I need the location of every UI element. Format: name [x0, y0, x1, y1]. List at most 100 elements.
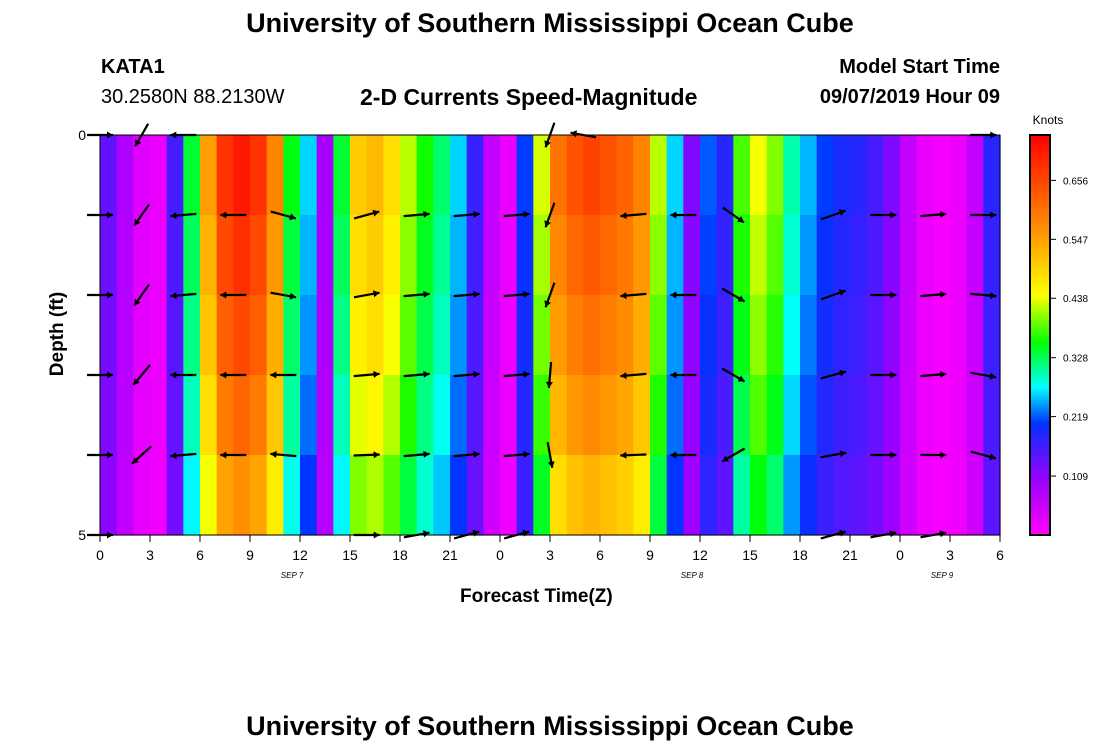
x-tick-label: 12 — [292, 547, 308, 563]
arrow-head — [670, 291, 677, 299]
arrow-head — [107, 291, 113, 299]
heat-cell — [150, 135, 168, 216]
heat-cell — [900, 135, 918, 216]
heat-cell — [683, 455, 701, 536]
current-arrow — [620, 212, 647, 220]
x-tick-label: 6 — [196, 547, 204, 563]
heat-cell — [500, 295, 518, 376]
current-arrow — [920, 451, 947, 459]
heat-cell — [866, 215, 884, 296]
heat-cell — [133, 135, 151, 216]
heat-cell — [916, 375, 934, 456]
arrow-head — [473, 450, 480, 458]
heat-cell — [316, 215, 334, 296]
y-axis-label: Depth (ft) — [47, 291, 68, 377]
heat-cell — [200, 295, 218, 376]
heat-cell — [866, 295, 884, 376]
arrow-head — [170, 292, 177, 300]
heat-cell — [866, 375, 884, 456]
heat-cell — [966, 375, 984, 456]
heat-cell — [566, 215, 584, 296]
heat-cell — [266, 295, 284, 376]
heat-cell — [550, 135, 568, 216]
current-arrow — [870, 291, 897, 299]
arrow-head — [107, 371, 113, 379]
heat-cell — [816, 295, 834, 376]
heat-cell — [416, 215, 434, 296]
colorbar-tick-label: 0.109 — [1063, 472, 1088, 483]
heat-cell — [166, 215, 184, 296]
heat-cell — [250, 375, 268, 456]
arrow-head — [373, 370, 380, 378]
heat-cell — [716, 295, 734, 376]
heat-cell — [750, 455, 768, 536]
arrow-head — [989, 372, 997, 380]
heat-cell — [950, 375, 968, 456]
current-arrow — [353, 451, 380, 459]
heat-cell — [500, 215, 518, 296]
heat-cell — [916, 215, 934, 296]
heat-cell — [700, 375, 718, 456]
current-arrow — [132, 364, 151, 386]
heat-cell — [566, 455, 584, 536]
heat-cell — [950, 455, 968, 536]
heat-cell — [433, 455, 451, 536]
current-arrow — [270, 371, 297, 379]
heat-cell — [316, 455, 334, 536]
heat-cell — [266, 375, 284, 456]
current-arrow — [920, 210, 947, 218]
heat-cell — [333, 135, 351, 216]
heat-cell — [450, 135, 468, 216]
heat-cell — [166, 455, 184, 536]
heat-cell — [666, 455, 684, 536]
colorbar-ramp — [1029, 134, 1051, 536]
x-tick-label: 21 — [842, 547, 858, 563]
current-arrow — [270, 210, 297, 221]
current-arrow — [270, 450, 297, 458]
heat-cell — [433, 215, 451, 296]
heat-cell — [283, 375, 301, 456]
heat-cell — [666, 215, 684, 296]
heat-cell — [483, 375, 501, 456]
heat-cell — [150, 295, 168, 376]
heat-cell — [483, 215, 501, 296]
heat-cell — [200, 215, 218, 296]
heat-cell — [916, 455, 934, 536]
current-arrow — [220, 291, 247, 299]
current-arrow — [503, 370, 530, 378]
heat-cell — [650, 375, 668, 456]
heat-cell — [783, 135, 801, 216]
heat-cell — [283, 455, 301, 536]
arrow-head — [473, 210, 480, 218]
heat-cell — [683, 135, 701, 216]
heat-cell — [516, 455, 534, 536]
heat-cell — [850, 375, 868, 456]
current-arrow — [453, 210, 480, 218]
colorbar-tick-label: 0.547 — [1063, 235, 1088, 246]
heat-cell — [333, 455, 351, 536]
current-arrow — [620, 451, 647, 459]
heat-cell — [100, 455, 118, 536]
current-arrow — [131, 445, 153, 465]
heat-cell — [900, 375, 918, 456]
heat-cell — [933, 135, 951, 216]
heat-cell — [983, 135, 1001, 216]
heat-cell — [466, 375, 484, 456]
heat-cell — [533, 455, 551, 536]
current-arrow — [544, 202, 556, 228]
arrow-head — [170, 452, 177, 460]
x-tick-label: 6 — [596, 547, 604, 563]
heat-cell — [950, 295, 968, 376]
heat-cell — [183, 295, 201, 376]
heat-cell — [516, 375, 534, 456]
heat-cell — [400, 375, 418, 456]
heat-cell — [616, 375, 634, 456]
heat-cell — [383, 215, 401, 296]
arrow-head — [547, 461, 555, 468]
heat-cell — [666, 135, 684, 216]
heat-cell — [966, 135, 984, 216]
heat-cell — [766, 135, 784, 216]
heat-cell — [883, 135, 901, 216]
heat-cell — [633, 455, 651, 536]
arrow-head — [270, 450, 277, 458]
